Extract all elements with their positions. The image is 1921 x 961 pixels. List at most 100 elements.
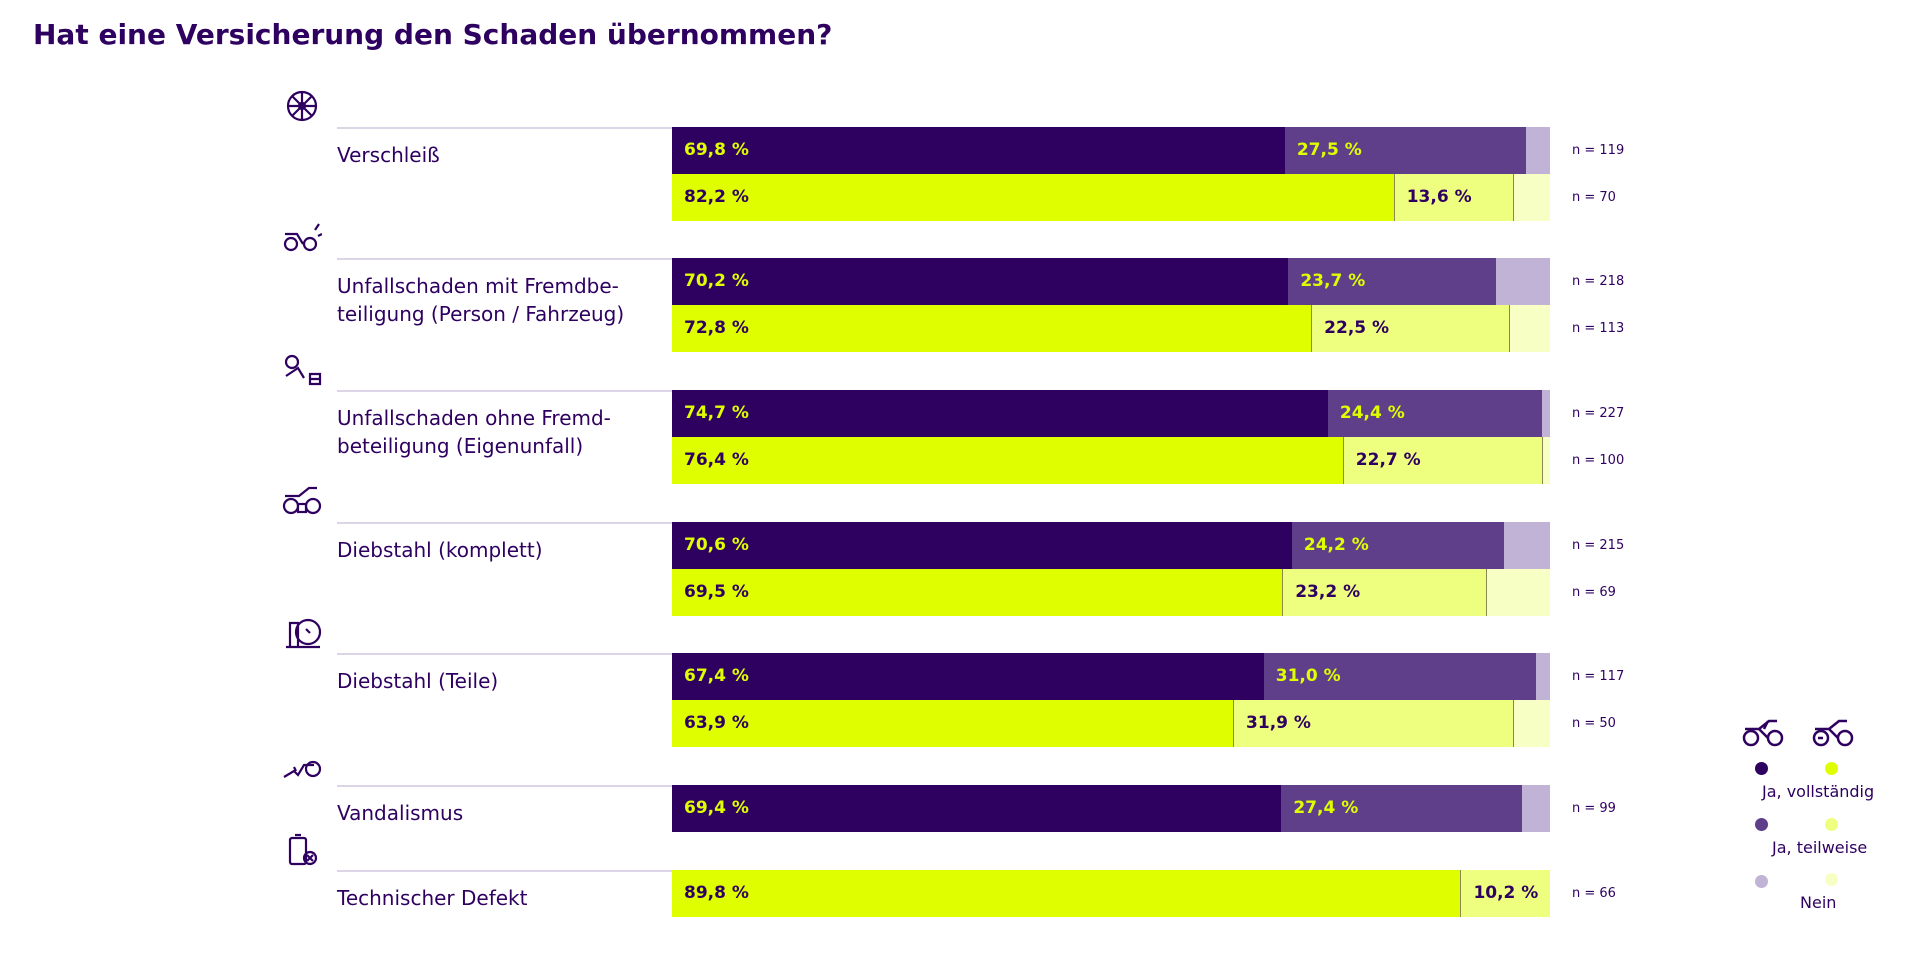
bar-segment-no [1496, 258, 1550, 305]
bar-e-bike: 82,2 % 13,6 % [672, 174, 1550, 221]
bar-segment-partial: 22,7 % [1342, 437, 1543, 484]
bar-segment-partial: 31,9 % [1233, 700, 1514, 747]
bar-segment-no [1508, 305, 1550, 352]
data-label: 69,8 % [684, 140, 749, 160]
bar-fahrrad: 69,8 % 27,5 % [672, 127, 1550, 174]
bar-segment-partial: 27,4 % [1281, 785, 1522, 832]
sample-size: n = 227 [1572, 406, 1625, 421]
bar-segment-no [1504, 522, 1550, 569]
sample-size: n = 218 [1572, 274, 1625, 289]
bike-crash-icon [283, 223, 322, 252]
bike-wall-icon [284, 354, 322, 386]
chart-title: Hat eine Versicherung den Schaden überno… [33, 18, 833, 51]
data-label: 27,5 % [1296, 140, 1362, 160]
row-divider [337, 653, 672, 655]
data-label: 23,2 % [1295, 582, 1361, 602]
sample-size: n = 69 [1572, 585, 1616, 600]
bar-segment-full: 69,5 % [672, 569, 1283, 616]
bar-fahrrad: 67,4 % 31,0 % [672, 653, 1550, 700]
battery-defect-icon [288, 833, 318, 866]
data-label: 70,2 % [684, 271, 749, 291]
bar-segment-partial: 22,5 % [1311, 305, 1509, 352]
legend: Ja, vollständig Ja, teilweise Nein [1740, 718, 1910, 918]
data-label: 69,5 % [684, 582, 749, 602]
bar-segment-partial: 13,6 % [1393, 174, 1514, 221]
category-label: Diebstahl (Teile) [337, 669, 499, 693]
bar-segment-full: 82,2 % [672, 174, 1394, 221]
data-label: 82,2 % [684, 187, 749, 207]
bar-segment-full: 72,8 % [672, 305, 1312, 352]
sample-size: n = 70 [1572, 190, 1616, 205]
row-divider [337, 390, 672, 392]
sample-size: n = 113 [1572, 321, 1625, 336]
category-label: Diebstahl (komplett) [337, 538, 543, 562]
legend-dot-bike-no [1755, 875, 1768, 888]
bar-segment-partial: 24,4 % [1327, 390, 1543, 437]
legend-dot-bike-full [1755, 762, 1768, 775]
wheel-icon [286, 90, 318, 122]
bar-segment-partial: 23,7 % [1288, 258, 1497, 305]
bar-segment-no [1521, 785, 1550, 832]
sample-size: n = 215 [1572, 538, 1625, 553]
row-divider [337, 127, 672, 129]
bar-segment-full: 69,8 % [672, 127, 1285, 174]
bar-e-bike: 72,8 % 22,5 % [672, 305, 1550, 352]
bar-segment-full: 70,6 % [672, 522, 1292, 569]
legend-label-no: Nein [1800, 893, 1837, 912]
bar-e-bike: 76,4 % 22,7 % [672, 437, 1550, 484]
sample-size: n = 100 [1572, 453, 1625, 468]
bar-segment-full: 76,4 % [672, 437, 1343, 484]
legend-dot-bike-partial [1755, 818, 1768, 831]
bar-segment-no [1542, 390, 1550, 437]
bar-fahrrad: 69,4 % 27,4 % [672, 785, 1550, 832]
broken-bike-icon [283, 760, 322, 778]
category-label: Verschleiß [337, 143, 440, 167]
data-label: 63,9 % [684, 713, 749, 733]
row-divider [337, 258, 672, 260]
sample-size: n = 66 [1572, 886, 1616, 901]
e-bike-icon [1812, 719, 1854, 747]
legend-label-partial: Ja, teilweise [1772, 838, 1868, 857]
legend-dot-ebike-full [1825, 762, 1838, 775]
bar-segment-partial: 31,0 % [1263, 653, 1536, 700]
data-label: 31,9 % [1246, 713, 1311, 733]
legend-label-full: Ja, vollständig [1762, 782, 1875, 801]
data-label: 24,4 % [1339, 403, 1405, 423]
data-label: 69,4 % [684, 798, 749, 818]
data-label: 89,8 % [684, 883, 749, 903]
bar-segment-full: 67,4 % [672, 653, 1264, 700]
data-label: 74,7 % [684, 403, 749, 423]
parts-theft-icon [286, 618, 322, 649]
row-divider [337, 870, 672, 872]
category-label: Technischer Defekt [337, 886, 528, 910]
bar-e-bike: 89,8 % 10,2 % [672, 870, 1550, 917]
data-label: 10,2 % [1473, 883, 1539, 903]
sample-size: n = 50 [1572, 716, 1616, 731]
row-divider [337, 785, 672, 787]
bar-segment-no [1542, 437, 1550, 484]
bar-e-bike: 63,9 % 31,9 % [672, 700, 1550, 747]
bar-segment-partial: 10,2 % [1460, 870, 1550, 917]
bar-segment-full: 89,8 % [672, 870, 1461, 917]
bicycle-icon [1742, 719, 1784, 747]
bar-segment-no [1535, 653, 1550, 700]
category-label: Unfallschaden mit Fremdbe-teiligung (Per… [337, 274, 625, 326]
bar-segment-no [1526, 127, 1550, 174]
data-label: 24,2 % [1303, 535, 1369, 555]
data-label: 67,4 % [684, 666, 749, 686]
bar-segment-full: 63,9 % [672, 700, 1234, 747]
bar-fahrrad: 70,2 % 23,7 % [672, 258, 1550, 305]
sample-size: n = 119 [1572, 143, 1625, 158]
row-divider [337, 522, 672, 524]
bar-segment-no [1513, 700, 1550, 747]
bar-segment-no [1513, 174, 1550, 221]
bar-fahrrad: 70,6 % 24,2 % [672, 522, 1550, 569]
data-label: 27,4 % [1293, 798, 1359, 818]
bar-fahrrad: 74,7 % 24,4 % [672, 390, 1550, 437]
data-label: 22,7 % [1355, 450, 1421, 470]
data-label: 72,8 % [684, 318, 749, 338]
bar-segment-partial: 27,5 % [1284, 127, 1527, 174]
bar-segment-no [1485, 569, 1550, 616]
data-label: 31,0 % [1275, 666, 1341, 686]
sample-size: n = 117 [1572, 669, 1625, 684]
